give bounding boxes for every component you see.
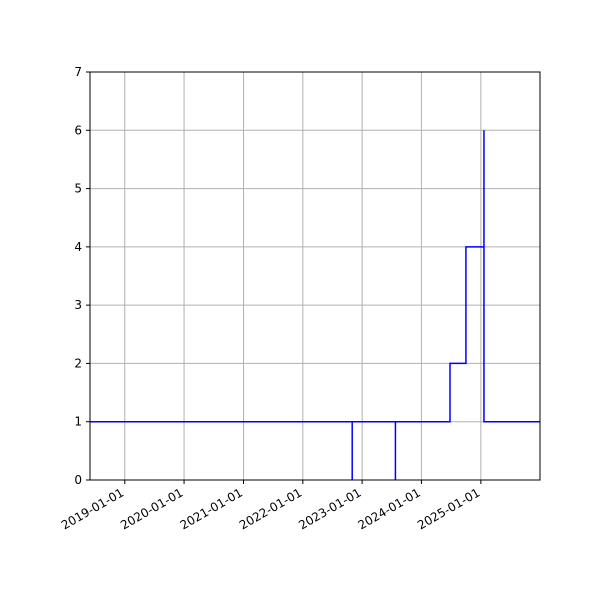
y-tick-label: 1 [74,415,82,429]
y-tick-label: 3 [74,298,82,312]
y-tick-label: 4 [74,240,82,254]
y-tick-label: 7 [74,65,82,79]
y-tick-label: 2 [74,356,82,370]
plot-frame [89,71,541,481]
series-layer [90,130,540,480]
series-line [90,130,540,480]
y-tick-label: 5 [74,182,82,196]
y-tick-label: 0 [74,473,82,487]
y-tick-label: 6 [74,123,82,137]
